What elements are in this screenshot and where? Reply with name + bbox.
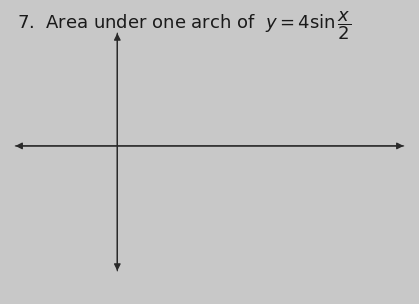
Text: 7.  Area under one arch of  $y = 4\sin\dfrac{x}{2}$: 7. Area under one arch of $y = 4\sin\dfr…: [17, 9, 351, 42]
